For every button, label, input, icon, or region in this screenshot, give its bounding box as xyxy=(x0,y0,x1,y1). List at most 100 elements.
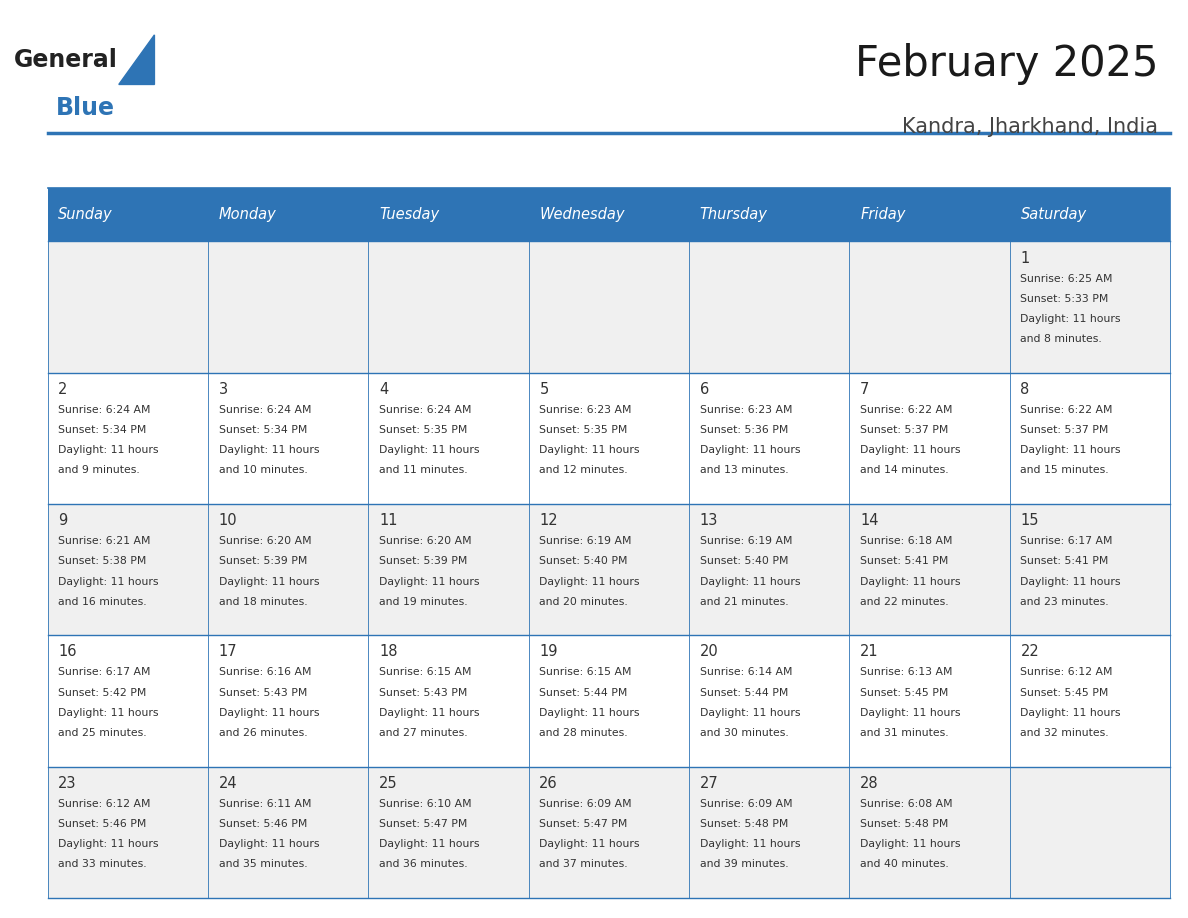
Bar xyxy=(48,504,208,635)
Text: 26: 26 xyxy=(539,776,558,790)
Text: Monday: Monday xyxy=(219,207,277,222)
Bar xyxy=(529,635,689,767)
Text: Daylight: 11 hours: Daylight: 11 hours xyxy=(219,708,320,718)
Text: Daylight: 11 hours: Daylight: 11 hours xyxy=(1020,708,1121,718)
Text: Daylight: 11 hours: Daylight: 11 hours xyxy=(860,577,961,587)
Text: Daylight: 11 hours: Daylight: 11 hours xyxy=(379,839,480,849)
Text: Daylight: 11 hours: Daylight: 11 hours xyxy=(58,577,159,587)
Text: Daylight: 11 hours: Daylight: 11 hours xyxy=(219,577,320,587)
Bar xyxy=(368,188,529,241)
Text: Sunrise: 6:22 AM: Sunrise: 6:22 AM xyxy=(860,405,953,415)
Text: 6: 6 xyxy=(700,382,709,397)
Bar xyxy=(368,635,529,767)
Text: Sunrise: 6:20 AM: Sunrise: 6:20 AM xyxy=(219,536,311,546)
Bar xyxy=(1010,767,1170,898)
Text: Sunrise: 6:19 AM: Sunrise: 6:19 AM xyxy=(700,536,792,546)
Text: Sunrise: 6:24 AM: Sunrise: 6:24 AM xyxy=(379,405,472,415)
Bar xyxy=(48,373,208,504)
Text: Sunset: 5:46 PM: Sunset: 5:46 PM xyxy=(219,819,307,829)
Text: Sunrise: 6:21 AM: Sunrise: 6:21 AM xyxy=(58,536,151,546)
Text: Sunrise: 6:15 AM: Sunrise: 6:15 AM xyxy=(539,667,632,677)
Bar xyxy=(368,767,529,898)
Text: 22: 22 xyxy=(1020,644,1040,659)
Text: and 10 minutes.: and 10 minutes. xyxy=(219,465,308,476)
Text: Sunset: 5:41 PM: Sunset: 5:41 PM xyxy=(1020,556,1108,566)
Text: and 36 minutes.: and 36 minutes. xyxy=(379,859,468,869)
Bar xyxy=(529,188,689,241)
Text: Sunset: 5:48 PM: Sunset: 5:48 PM xyxy=(860,819,948,829)
Text: Sunset: 5:46 PM: Sunset: 5:46 PM xyxy=(58,819,146,829)
Text: Daylight: 11 hours: Daylight: 11 hours xyxy=(860,708,961,718)
Bar xyxy=(689,241,849,373)
Bar xyxy=(1010,635,1170,767)
Bar xyxy=(1010,373,1170,504)
Text: Sunset: 5:36 PM: Sunset: 5:36 PM xyxy=(700,425,788,435)
Text: Daylight: 11 hours: Daylight: 11 hours xyxy=(1020,314,1121,324)
Text: 7: 7 xyxy=(860,382,870,397)
Bar xyxy=(368,504,529,635)
Text: Sunrise: 6:17 AM: Sunrise: 6:17 AM xyxy=(1020,536,1113,546)
Text: February 2025: February 2025 xyxy=(855,43,1158,85)
Polygon shape xyxy=(119,35,154,84)
Text: 11: 11 xyxy=(379,513,398,528)
Bar xyxy=(689,635,849,767)
Bar xyxy=(208,373,368,504)
Text: 27: 27 xyxy=(700,776,719,790)
Text: and 40 minutes.: and 40 minutes. xyxy=(860,859,949,869)
Text: Daylight: 11 hours: Daylight: 11 hours xyxy=(219,445,320,455)
Text: General: General xyxy=(13,48,118,72)
Text: Daylight: 11 hours: Daylight: 11 hours xyxy=(1020,445,1121,455)
Bar xyxy=(849,188,1010,241)
Text: Sunset: 5:35 PM: Sunset: 5:35 PM xyxy=(379,425,467,435)
Bar xyxy=(1010,504,1170,635)
Text: Sunrise: 6:12 AM: Sunrise: 6:12 AM xyxy=(1020,667,1113,677)
Bar xyxy=(689,504,849,635)
Text: 21: 21 xyxy=(860,644,879,659)
Text: Sunset: 5:37 PM: Sunset: 5:37 PM xyxy=(860,425,948,435)
Text: and 26 minutes.: and 26 minutes. xyxy=(219,728,308,738)
Bar xyxy=(529,373,689,504)
Text: Daylight: 11 hours: Daylight: 11 hours xyxy=(700,445,801,455)
Text: Daylight: 11 hours: Daylight: 11 hours xyxy=(58,839,159,849)
Text: 18: 18 xyxy=(379,644,398,659)
Text: and 16 minutes.: and 16 minutes. xyxy=(58,597,147,607)
Text: Sunset: 5:33 PM: Sunset: 5:33 PM xyxy=(1020,294,1108,304)
Bar xyxy=(689,188,849,241)
Text: Sunrise: 6:23 AM: Sunrise: 6:23 AM xyxy=(539,405,632,415)
Text: 10: 10 xyxy=(219,513,238,528)
Text: 1: 1 xyxy=(1020,251,1030,265)
Text: and 13 minutes.: and 13 minutes. xyxy=(700,465,789,476)
Text: Sunrise: 6:13 AM: Sunrise: 6:13 AM xyxy=(860,667,953,677)
Text: 24: 24 xyxy=(219,776,238,790)
Text: and 32 minutes.: and 32 minutes. xyxy=(1020,728,1110,738)
Text: Sunset: 5:38 PM: Sunset: 5:38 PM xyxy=(58,556,146,566)
Text: 16: 16 xyxy=(58,644,77,659)
Text: 23: 23 xyxy=(58,776,77,790)
Bar xyxy=(689,767,849,898)
Text: Sunset: 5:47 PM: Sunset: 5:47 PM xyxy=(379,819,467,829)
Text: Sunset: 5:47 PM: Sunset: 5:47 PM xyxy=(539,819,627,829)
Text: Sunset: 5:40 PM: Sunset: 5:40 PM xyxy=(539,556,627,566)
Text: 25: 25 xyxy=(379,776,398,790)
Text: Sunrise: 6:24 AM: Sunrise: 6:24 AM xyxy=(219,405,311,415)
Text: Sunrise: 6:14 AM: Sunrise: 6:14 AM xyxy=(700,667,792,677)
Text: Sunset: 5:34 PM: Sunset: 5:34 PM xyxy=(219,425,307,435)
Text: Sunset: 5:43 PM: Sunset: 5:43 PM xyxy=(379,688,467,698)
Text: Daylight: 11 hours: Daylight: 11 hours xyxy=(539,445,640,455)
Bar xyxy=(48,188,208,241)
Text: and 19 minutes.: and 19 minutes. xyxy=(379,597,468,607)
Text: Sunrise: 6:17 AM: Sunrise: 6:17 AM xyxy=(58,667,151,677)
Text: Sunset: 5:41 PM: Sunset: 5:41 PM xyxy=(860,556,948,566)
Text: Wednesday: Wednesday xyxy=(539,207,625,222)
Text: Blue: Blue xyxy=(56,96,115,120)
Text: 5: 5 xyxy=(539,382,549,397)
Text: Daylight: 11 hours: Daylight: 11 hours xyxy=(379,577,480,587)
Text: 9: 9 xyxy=(58,513,68,528)
Text: Sunrise: 6:25 AM: Sunrise: 6:25 AM xyxy=(1020,274,1113,284)
Text: Daylight: 11 hours: Daylight: 11 hours xyxy=(219,839,320,849)
Bar xyxy=(1010,241,1170,373)
Text: 15: 15 xyxy=(1020,513,1040,528)
Text: Sunset: 5:39 PM: Sunset: 5:39 PM xyxy=(379,556,467,566)
Bar xyxy=(208,635,368,767)
Text: Friday: Friday xyxy=(860,207,905,222)
